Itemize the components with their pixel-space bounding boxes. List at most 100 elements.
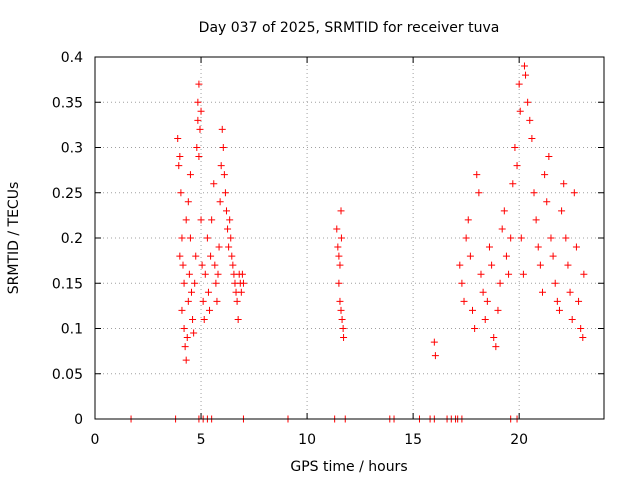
data-point-marker <box>238 270 246 278</box>
data-point-marker <box>560 180 568 188</box>
data-point-marker <box>536 261 544 269</box>
data-point-marker <box>213 297 221 305</box>
data-point-marker <box>502 252 510 260</box>
data-point-marker <box>530 189 538 197</box>
data-point-marker <box>174 134 182 142</box>
data-point-marker <box>195 80 203 88</box>
data-point-marker <box>522 71 530 79</box>
data-point-marker <box>175 162 183 170</box>
data-point-marker <box>562 234 570 242</box>
data-point-marker <box>193 144 201 151</box>
data-point-marker <box>528 134 536 142</box>
data-point-marker <box>203 234 211 242</box>
data-point-marker <box>207 252 215 260</box>
data-point-marker <box>180 325 188 332</box>
data-point-marker <box>494 306 502 314</box>
data-point-marker <box>179 261 187 269</box>
data-point-marker <box>233 297 241 305</box>
y-tick-label: 0.35 <box>52 95 83 111</box>
data-point-marker <box>200 315 208 323</box>
data-point-marker <box>513 162 521 170</box>
data-point-marker <box>555 306 563 314</box>
data-point-marker <box>335 279 343 287</box>
data-point-marker <box>194 116 202 124</box>
data-point-marker <box>183 334 191 342</box>
data-point-marker <box>216 198 224 206</box>
data-point-marker <box>196 125 204 133</box>
data-point-marker <box>178 234 186 242</box>
y-axis-label: SRMTID / TECUs <box>6 182 22 295</box>
data-point-marker <box>549 252 557 260</box>
data-point-marker <box>515 80 523 88</box>
data-point-marker <box>234 315 242 323</box>
data-point-marker <box>184 297 192 305</box>
data-point-marker <box>337 234 345 242</box>
data-point-marker <box>239 279 247 287</box>
data-point-marker <box>334 243 342 251</box>
data-point-marker <box>545 153 553 161</box>
data-point-marker <box>214 270 222 278</box>
data-point-marker <box>520 62 528 70</box>
data-point-marker <box>225 243 233 251</box>
data-point-marker <box>511 144 519 151</box>
data-point-marker <box>191 279 199 287</box>
data-point-marker <box>335 252 343 260</box>
data-point-marker <box>199 297 207 305</box>
data-point-marker <box>237 288 245 296</box>
data-point-marker <box>337 207 345 215</box>
data-point-marker <box>222 207 230 215</box>
data-point-marker <box>186 171 194 179</box>
data-point-marker <box>483 297 491 305</box>
data-point-marker <box>228 252 236 260</box>
data-point-marker <box>490 334 498 342</box>
data-point-marker <box>221 189 229 197</box>
data-point-marker <box>577 325 585 332</box>
data-point-marker <box>192 252 200 260</box>
data-point-marker <box>572 243 580 251</box>
data-point-marker <box>176 252 184 260</box>
y-tick-label: 0.4 <box>61 50 83 66</box>
data-point-marker <box>198 261 206 269</box>
chart-title: Day 037 of 2025, SRMTID for receiver tuv… <box>199 20 500 36</box>
data-point-marker <box>187 288 195 296</box>
data-point-marker <box>189 315 197 323</box>
data-point-marker <box>538 288 546 296</box>
data-point-marker <box>224 225 232 233</box>
data-point-marker <box>464 216 472 224</box>
x-axis-label: GPS time / hours <box>290 459 407 475</box>
data-point-marker <box>337 306 345 314</box>
x-tick-label: 10 <box>298 432 316 448</box>
data-point-marker <box>475 189 483 197</box>
data-point-marker <box>485 243 493 251</box>
y-tick-label: 0.3 <box>61 141 83 157</box>
y-tick-label: 0.2 <box>61 231 83 247</box>
data-point-marker <box>460 297 468 305</box>
data-point-marker <box>229 261 237 269</box>
data-point-marker <box>505 270 513 278</box>
data-point-marker <box>201 270 209 278</box>
data-point-marker <box>195 153 203 161</box>
data-point-marker <box>190 329 198 337</box>
data-point-marker <box>579 334 587 342</box>
data-point-marker <box>219 144 227 151</box>
data-point-marker <box>226 216 234 224</box>
data-point-marker <box>184 198 192 206</box>
data-point-marker <box>516 107 524 115</box>
data-point-marker <box>541 171 549 179</box>
data-point-marker <box>471 325 479 332</box>
data-point-marker <box>227 234 235 242</box>
data-point-marker <box>178 306 186 314</box>
data-point-marker <box>580 270 588 278</box>
data-point-marker <box>551 279 559 287</box>
data-point-marker <box>197 216 205 224</box>
data-point-marker <box>340 334 348 342</box>
data-point-marker <box>212 279 220 287</box>
data-point-marker <box>479 288 487 296</box>
data-point-marker <box>519 270 527 278</box>
data-point-marker <box>220 171 228 179</box>
data-point-marker <box>547 234 555 242</box>
data-point-marker <box>194 98 202 106</box>
data-point-marker <box>431 352 439 360</box>
data-point-marker <box>215 243 223 251</box>
